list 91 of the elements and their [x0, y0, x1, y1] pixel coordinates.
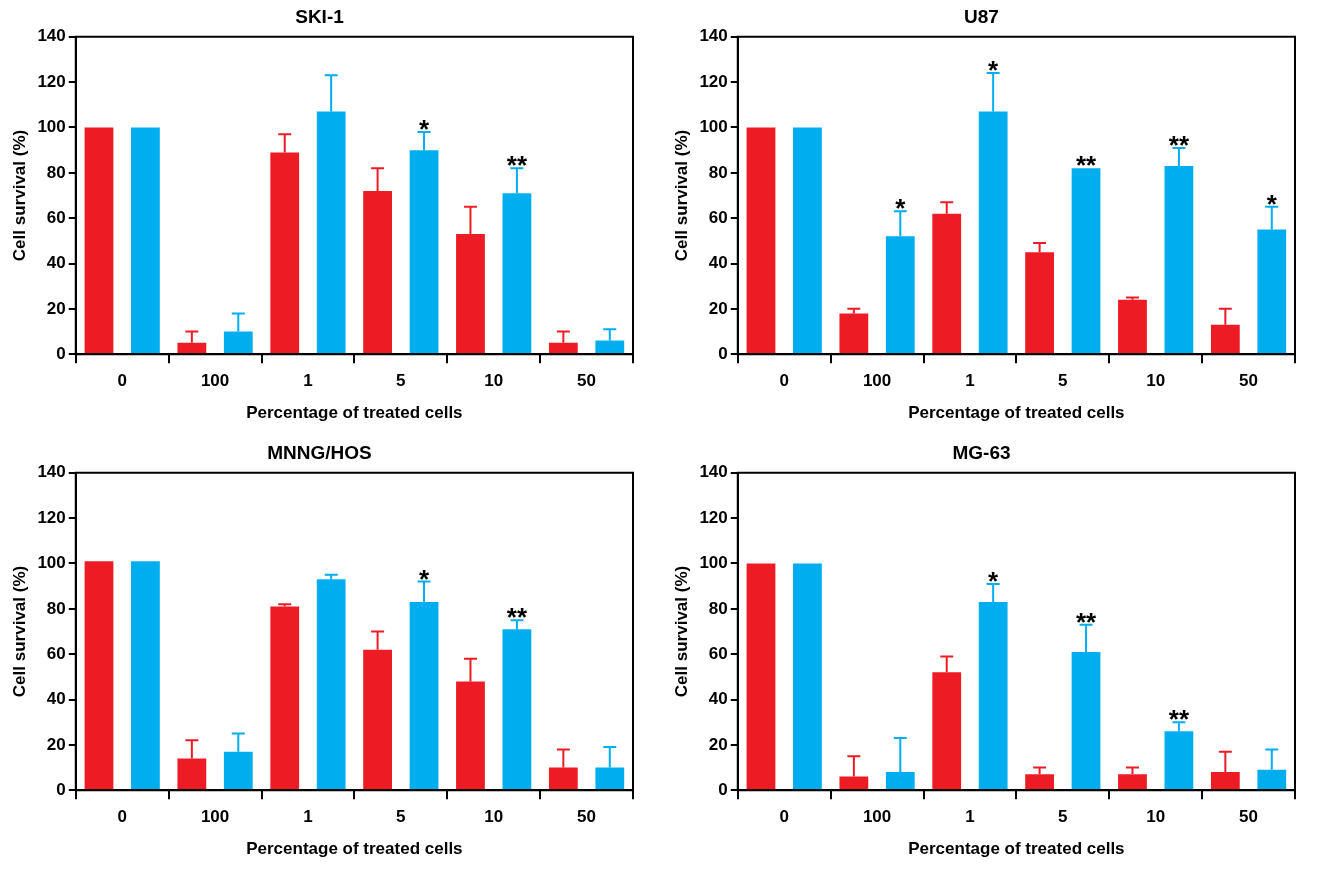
y-tick-label: 60	[46, 643, 66, 663]
x-tick-label: 0	[117, 371, 127, 391]
x-tick-label: 50	[1239, 807, 1259, 827]
y-tick-label: 0	[56, 343, 66, 363]
data-label: *	[418, 114, 430, 145]
bar	[131, 561, 160, 790]
y-tick-label: 60	[46, 207, 66, 227]
y-tick-label: 120	[37, 507, 66, 527]
y-tick-label: 60	[708, 643, 728, 663]
y-tick-label: 40	[708, 253, 728, 273]
bar	[131, 127, 160, 354]
x-tick-label: 100	[862, 807, 892, 827]
y-axis-title: Cell survival (%)	[671, 129, 691, 262]
x-axis-title: Percentage of treated cells	[908, 403, 1125, 423]
x-tick-label: 0	[779, 371, 789, 391]
y-tick-label: 20	[46, 734, 66, 754]
x-tick-label: 1	[303, 371, 313, 391]
x-tick-label: 5	[396, 371, 406, 391]
bar	[84, 561, 114, 790]
bar	[1071, 168, 1101, 354]
data-label: **	[506, 602, 528, 633]
x-tick-label: 50	[577, 371, 597, 391]
x-tick-label: 100	[200, 371, 230, 391]
y-tick-label: 20	[708, 734, 728, 754]
y-tick-label: 0	[718, 343, 728, 363]
x-tick-label: 1	[965, 371, 975, 391]
data-label: **	[1168, 704, 1190, 735]
x-tick-label: 100	[862, 371, 892, 391]
x-tick-label: 10	[484, 371, 504, 391]
x-axis-title: Percentage of treated cells	[908, 839, 1125, 859]
x-tick-label: 5	[396, 807, 406, 827]
y-tick-label: 20	[46, 298, 66, 318]
y-axis-title: Cell survival (%)	[9, 565, 29, 698]
data-label: *	[418, 563, 430, 594]
x-tick-label: 1	[303, 807, 313, 827]
bar	[793, 563, 822, 790]
bar	[1118, 299, 1147, 354]
data-label: *	[1266, 188, 1278, 219]
chart-title: U87	[964, 5, 999, 27]
x-tick-label: 50	[577, 807, 597, 827]
x-tick-label: 5	[1058, 371, 1068, 391]
x-axis-title: Percentage of treated cells	[246, 839, 463, 859]
bar	[746, 563, 776, 790]
x-tick-label: 100	[200, 807, 230, 827]
y-tick-label: 140	[37, 462, 66, 482]
y-axis-title: Cell survival (%)	[9, 129, 29, 262]
y-tick-label: 80	[46, 598, 66, 618]
y-tick-label: 40	[708, 689, 728, 709]
data-label: **	[506, 150, 528, 181]
bar	[793, 127, 822, 354]
y-tick-label: 100	[699, 117, 728, 137]
y-tick-label: 120	[37, 71, 66, 91]
y-axis-title: Cell survival (%)	[671, 565, 691, 698]
y-tick-label: 0	[718, 779, 728, 799]
data-label: **	[1075, 150, 1098, 181]
y-tick-label: 100	[37, 553, 66, 573]
y-tick-label: 140	[37, 26, 66, 46]
bar	[270, 606, 300, 790]
bar	[84, 127, 114, 354]
data-label: **	[1168, 129, 1190, 160]
x-tick-label: 10	[1146, 807, 1166, 827]
y-tick-label: 120	[699, 507, 728, 527]
y-tick-label: 100	[37, 117, 66, 137]
chart-title: SKI-1	[295, 5, 345, 27]
y-tick-label: 140	[699, 462, 728, 482]
chart-title: MNNG/HOS	[267, 441, 372, 463]
x-tick-label: 50	[1239, 371, 1259, 391]
x-tick-label: 10	[1146, 371, 1166, 391]
data-label: *	[988, 55, 1000, 86]
x-axis-title: Percentage of treated cells	[246, 403, 463, 423]
y-tick-label: 80	[708, 162, 728, 182]
data-label: *	[895, 193, 907, 224]
x-tick-label: 1	[965, 807, 975, 827]
y-tick-label: 80	[708, 598, 728, 618]
x-tick-label: 0	[117, 807, 127, 827]
y-tick-label: 40	[46, 689, 66, 709]
bar	[746, 127, 776, 354]
y-tick-label: 120	[699, 71, 728, 91]
data-label: *	[988, 565, 1000, 596]
x-tick-label: 0	[779, 807, 789, 827]
y-tick-label: 0	[56, 779, 66, 799]
y-tick-label: 80	[46, 162, 66, 182]
y-tick-label: 40	[46, 253, 66, 273]
y-tick-label: 60	[708, 207, 728, 227]
y-tick-label: 100	[699, 553, 728, 573]
x-tick-label: 10	[484, 807, 504, 827]
chart-title: MG-63	[952, 441, 1011, 463]
y-tick-label: 140	[699, 26, 728, 46]
x-tick-label: 5	[1058, 807, 1068, 827]
data-label: **	[1075, 606, 1098, 637]
y-tick-label: 20	[708, 298, 728, 318]
